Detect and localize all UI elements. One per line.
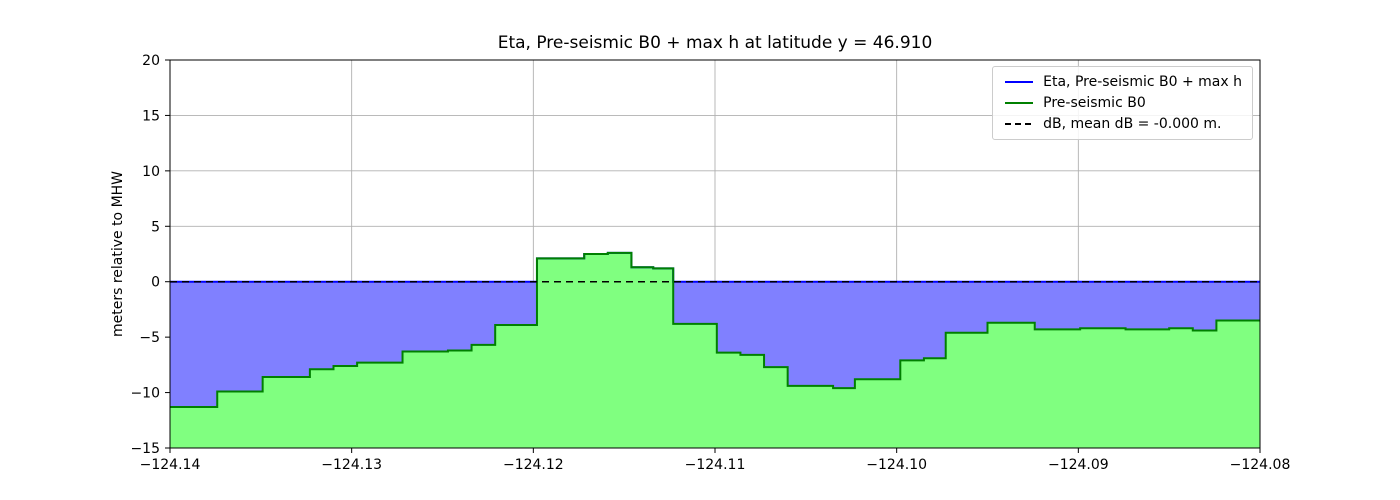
y-tick-label: −10 xyxy=(130,386,160,402)
legend: Eta, Pre-seismic B0 + max h Pre-seismic B… xyxy=(992,66,1253,140)
chart-title: Eta, Pre-seismic B0 + max h at latitude … xyxy=(497,33,933,53)
y-tick-label: 5 xyxy=(151,219,160,235)
topography-fill xyxy=(170,252,1260,448)
legend-label: Pre-seismic B0 xyxy=(1043,95,1146,111)
x-tick-label: −124.11 xyxy=(685,457,746,473)
legend-entry: Pre-seismic B0 xyxy=(1003,95,1242,111)
x-tick-label: −124.13 xyxy=(321,457,382,473)
legend-entry: Eta, Pre-seismic B0 + max h xyxy=(1003,74,1242,90)
y-tick-label: 20 xyxy=(142,53,160,69)
legend-line-sample xyxy=(1005,81,1034,83)
legend-line-sample xyxy=(1005,123,1034,125)
y-axis-label: meters relative to MHW xyxy=(110,170,126,338)
b0-line xyxy=(170,251,1260,408)
y-tick-label: −15 xyxy=(130,441,160,457)
x-tick-label: −124.14 xyxy=(140,457,201,473)
y-tick-label: −5 xyxy=(139,330,160,346)
x-tick-label: −124.10 xyxy=(866,457,927,473)
legend-label: Eta, Pre-seismic B0 + max h xyxy=(1043,74,1242,90)
y-tick-label: 15 xyxy=(142,108,160,124)
y-tick-label: 10 xyxy=(142,164,160,180)
x-tick-label: −124.12 xyxy=(503,457,564,473)
y-tick-label: 0 xyxy=(151,275,160,291)
legend-label: dB, mean dB = -0.000 m. xyxy=(1043,116,1222,132)
legend-entry: dB, mean dB = -0.000 m. xyxy=(1003,116,1242,132)
x-tick-label: −124.09 xyxy=(1048,457,1109,473)
legend-line-sample xyxy=(1005,102,1034,104)
x-tick-label: −124.08 xyxy=(1230,457,1291,473)
